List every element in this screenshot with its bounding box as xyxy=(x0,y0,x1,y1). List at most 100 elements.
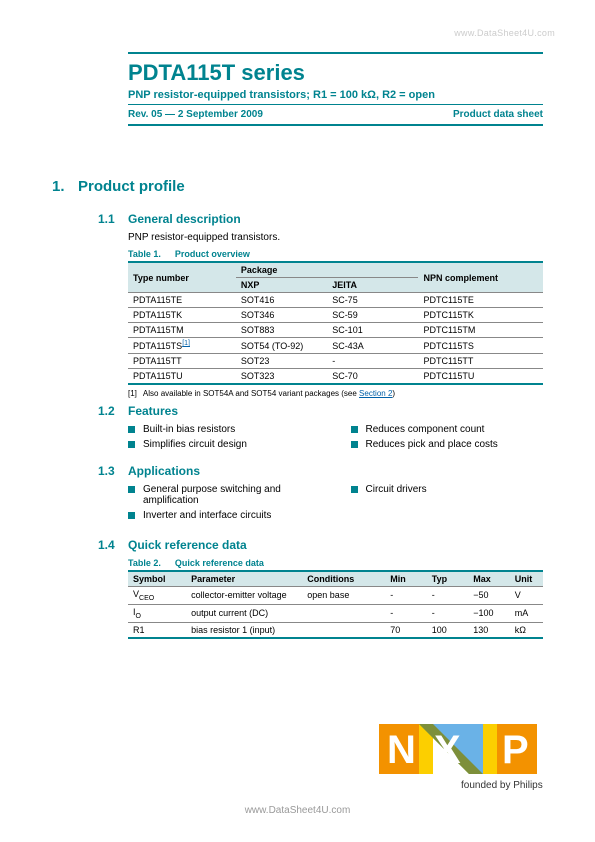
subsection-1-3: 1.3 Applications General purpose switchi… xyxy=(128,464,543,525)
sub-1-2-title: Features xyxy=(128,404,543,418)
table-1: Type number Package NPN complement NXP J… xyxy=(128,261,543,385)
th-parameter: Parameter xyxy=(186,571,302,587)
table-2-num: Table 2. xyxy=(128,558,161,568)
doc-type-text: Product data sheet xyxy=(453,109,543,120)
cell-cond: open base xyxy=(302,587,385,605)
nxp-logo: N X P founded by Philips xyxy=(359,714,549,792)
bullet-column: General purpose switching and amplificat… xyxy=(128,484,321,525)
header-block: PDTA115T series PNP resistor-equipped tr… xyxy=(128,52,543,126)
cell-type-number: PDTA115TE xyxy=(128,293,236,308)
cell-type-number: PDTA115TU xyxy=(128,369,236,385)
bullet-text: Reduces pick and place costs xyxy=(366,439,498,450)
sub-1-1-text: PNP resistor-equipped transistors. xyxy=(128,232,543,243)
header-top-rule xyxy=(128,52,543,54)
th-jeita: JEITA xyxy=(327,278,418,293)
bullet-icon xyxy=(128,426,135,433)
th-npn-complement: NPN complement xyxy=(418,262,543,293)
cell-npn: PDTC115TM xyxy=(418,323,543,338)
nxp-logo-svg: N X P founded by Philips xyxy=(359,714,549,792)
logo-text-n: N xyxy=(387,728,416,772)
table-row: PDTA115TKSOT346SC-59PDTC115TK xyxy=(128,308,543,323)
bullet-icon xyxy=(128,512,135,519)
th-package: Package xyxy=(236,262,419,278)
cell-nxp: SOT23 xyxy=(236,354,327,369)
bullet-icon xyxy=(128,486,135,493)
bullet-text: Simplifies circuit design xyxy=(143,439,247,450)
table-1-num: Table 1. xyxy=(128,249,161,259)
header-thin-rule xyxy=(128,104,543,105)
table-row: PDTA115TMSOT883SC-101PDTC115TM xyxy=(128,323,543,338)
table-row: VCEOcollector-emitter voltageopen base--… xyxy=(128,587,543,605)
th-conditions: Conditions xyxy=(302,571,385,587)
table-1-title: Product overview xyxy=(175,249,250,259)
list-item: Built-in bias resistors xyxy=(128,424,321,435)
product-title: PDTA115T series xyxy=(128,60,543,86)
bullet-text: Circuit drivers xyxy=(366,484,427,495)
cell-max: −50 xyxy=(468,587,510,605)
product-subtitle: PNP resistor-equipped transistors; R1 = … xyxy=(128,89,543,101)
cell-type-number: PDTA115TT xyxy=(128,354,236,369)
footnote-link[interactable]: [1] xyxy=(182,340,190,347)
cell-npn: PDTC115TK xyxy=(418,308,543,323)
th-nxp: NXP xyxy=(236,278,327,293)
cell-type-number: PDTA115TM xyxy=(128,323,236,338)
logo-tagline: founded by Philips xyxy=(461,780,543,791)
bullet-icon xyxy=(351,486,358,493)
cell-symbol: IO xyxy=(128,604,186,622)
cell-nxp: SOT416 xyxy=(236,293,327,308)
cell-nxp: SOT346 xyxy=(236,308,327,323)
footnote-text: Also available in SOT54A and SOT54 varia… xyxy=(143,389,359,398)
table-row: PDTA115TTSOT23-PDTC115TT xyxy=(128,354,543,369)
cell-typ: - xyxy=(427,604,469,622)
logo-text-p: P xyxy=(502,728,529,772)
cell-jeita: SC-75 xyxy=(327,293,418,308)
cell-jeita: - xyxy=(327,354,418,369)
cell-typ: - xyxy=(427,587,469,605)
th-type-number: Type number xyxy=(128,262,236,293)
list-item: Simplifies circuit design xyxy=(128,439,321,450)
cell-npn: PDTC115TU xyxy=(418,369,543,385)
cell-nxp: SOT54 (TO-92) xyxy=(236,338,327,354)
subsection-1-4: 1.4 Quick reference data Table 2.Quick r… xyxy=(128,538,543,639)
cell-max: 130 xyxy=(468,622,510,638)
th-unit: Unit xyxy=(510,571,543,587)
cell-unit: V xyxy=(510,587,543,605)
cell-typ: 100 xyxy=(427,622,469,638)
sub-1-3-num: 1.3 xyxy=(98,464,115,478)
logo-text-x: X xyxy=(434,728,461,772)
table-2-label: Table 2.Quick reference data xyxy=(128,558,543,568)
table-row: R1bias resistor 1 (input)70100130kΩ xyxy=(128,622,543,638)
list-item: Circuit drivers xyxy=(351,484,544,495)
cell-min: - xyxy=(385,587,427,605)
bullet-text: Built-in bias resistors xyxy=(143,424,235,435)
section-1-number: 1. xyxy=(52,178,65,195)
cell-unit: mA xyxy=(510,604,543,622)
bullet-column: Circuit drivers xyxy=(351,484,544,525)
table-row: PDTA115TS[1]SOT54 (TO-92)SC-43APDTC115TS xyxy=(128,338,543,354)
cell-max: −100 xyxy=(468,604,510,622)
cell-npn: PDTC115TE xyxy=(418,293,543,308)
cell-jeita: SC-59 xyxy=(327,308,418,323)
cell-nxp: SOT883 xyxy=(236,323,327,338)
table-1-footnote: [1] Also available in SOT54A and SOT54 va… xyxy=(128,389,543,398)
list-item: Reduces component count xyxy=(351,424,544,435)
th-min: Min xyxy=(385,571,427,587)
footnote-num: [1] xyxy=(128,389,137,398)
list-item: Reduces pick and place costs xyxy=(351,439,544,450)
footnote-close: ) xyxy=(392,389,395,398)
footnote-link-section-2[interactable]: Section 2 xyxy=(359,389,392,398)
bullet-icon xyxy=(351,426,358,433)
sub-1-4-title: Quick reference data xyxy=(128,538,543,552)
list-item: Inverter and interface circuits xyxy=(128,510,321,521)
bullet-text: General purpose switching and amplificat… xyxy=(143,484,321,506)
bullet-column: Built-in bias resistors Simplifies circui… xyxy=(128,424,321,454)
sub-1-4-num: 1.4 xyxy=(98,538,115,552)
cell-type-number: PDTA115TK xyxy=(128,308,236,323)
section-1-title: Product profile xyxy=(78,178,185,195)
applications-columns: General purpose switching and amplificat… xyxy=(128,484,543,525)
table-row: PDTA115TUSOT323SC-70PDTC115TU xyxy=(128,369,543,385)
bullet-text: Reduces component count xyxy=(366,424,485,435)
cell-npn: PDTC115TT xyxy=(418,354,543,369)
cell-npn: PDTC115TS xyxy=(418,338,543,354)
subsection-1-1: 1.1 General description PNP resistor-equ… xyxy=(128,212,543,398)
